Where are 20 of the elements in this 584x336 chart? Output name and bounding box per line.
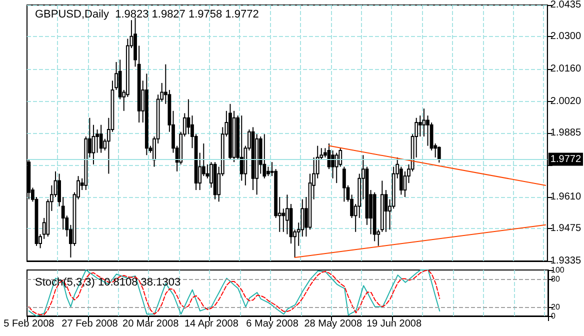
- x-tick-label: 20 Mar 2008: [122, 318, 180, 330]
- y-tick-label: 1.9610: [550, 192, 582, 202]
- chart-title: GBPUSD,Daily 1.9823 1.9827 1.9758 1.9772: [35, 8, 259, 20]
- y-tick-label: 2.0435: [550, 0, 582, 10]
- x-tick-label: 14 Apr 2008: [184, 318, 239, 330]
- y-tick-label: 20: [551, 302, 560, 312]
- y-tick-label: 2.0300: [550, 30, 582, 42]
- x-tick-label: 5 Feb 2008: [4, 318, 55, 330]
- x-tick-label: 19 Jun 2008: [366, 318, 422, 330]
- y-tick-label: 1.9885: [550, 128, 582, 138]
- x-tick-label: 27 Feb 2008: [62, 318, 118, 330]
- y-tick-label: 80: [551, 274, 560, 284]
- x-tick-label: 28 May 2008: [304, 318, 362, 330]
- y-tick-label: 1.9335: [550, 256, 582, 266]
- y-tick-label: 100: [551, 266, 565, 274]
- y-tick-label: 2.0160: [550, 64, 582, 74]
- x-tick-label: 6 May 2008: [246, 318, 299, 330]
- ref-line-label: 1.9772: [550, 154, 582, 165]
- y-tick-label: 2.0020: [550, 96, 582, 108]
- y-tick-label: 1.9475: [550, 222, 582, 234]
